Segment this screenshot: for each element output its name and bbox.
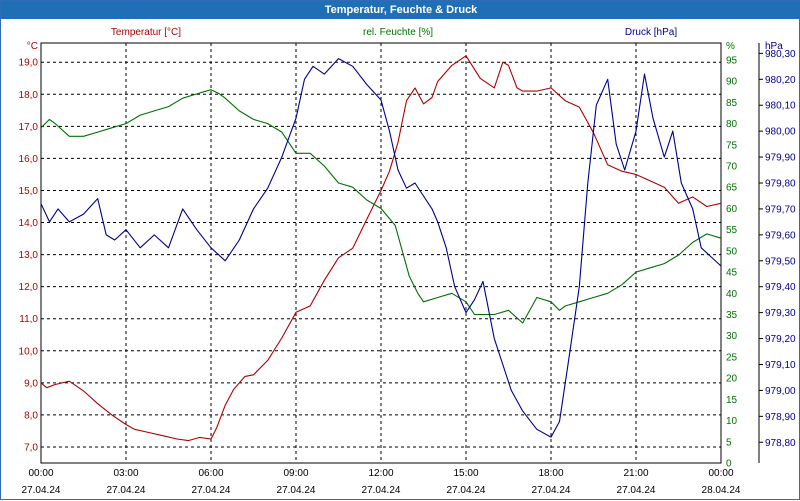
y-right-tick: 979,20 [765,334,796,345]
y-right-tick: 979,80 [765,179,796,190]
x-tick-date: 28.04.24 [702,485,741,496]
y-middle-tick: 45 [726,268,738,279]
y-left-tick: 12,0 [19,282,39,293]
y-left-tick: 14,0 [19,218,39,229]
y-middle-tick: 95 [726,55,738,66]
y-left-unit: °C [27,41,38,52]
x-tick-date: 27.04.24 [362,485,401,496]
y-middle-tick: 35 [726,310,738,321]
x-tick-time: 21:00 [623,468,648,479]
y-left-tick: 9,0 [24,378,38,389]
y-left-tick: 7,0 [24,442,38,453]
y-middle-tick: 20 [726,374,738,385]
y-right-tick: 979,50 [765,256,796,267]
y-right-tick: 979,70 [765,204,796,215]
series-line-pressure [40,58,722,438]
x-tick-date: 27.04.24 [447,485,486,496]
y-right-tick: 979,40 [765,282,796,293]
y-middle-tick: 0 [726,459,732,470]
x-tick-time: 00:00 [708,468,733,479]
chart-title: Temperatur, Feuchte & Druck [1,1,800,19]
x-tick-date: 27.04.24 [22,485,61,496]
y-right-tick: 978,90 [765,412,796,423]
y-middle-tick: 30 [726,331,738,342]
y-left-tick: 13,0 [19,250,39,261]
y-middle-tick: 75 [726,140,738,151]
y-middle-tick: 10 [726,416,738,427]
x-tick-time: 15:00 [453,468,478,479]
y-middle-tick: 70 [726,162,738,173]
y-right-tick: 979,30 [765,308,796,319]
y-right-tick: 978,80 [765,438,796,449]
x-tick-date: 27.04.24 [192,485,231,496]
legend-entry: Temperatur [°C] [111,27,181,38]
y-left-tick: 17,0 [19,122,39,133]
y-left-tick: 8,0 [24,410,38,421]
x-tick-time: 12:00 [368,468,393,479]
y-right-tick: 980,10 [765,101,796,112]
y-right-tick: 980,30 [765,49,796,60]
y-middle-tick: 85 [726,98,738,109]
x-tick-time: 03:00 [113,468,138,479]
y-middle-tick: 40 [726,289,738,300]
y-left-tick: 11,0 [19,314,38,325]
x-tick-date: 27.04.24 [617,485,656,496]
x-tick-time: 00:00 [28,468,53,479]
x-tick-date: 27.04.24 [107,485,146,496]
y-middle-tick: 65 [726,183,738,194]
y-left-tick: 18,0 [19,90,39,101]
y-middle-tick: 25 [726,352,738,363]
y-right-tick: 979,90 [765,153,796,164]
x-tick-time: 06:00 [198,468,223,479]
y-middle-tick: 90 [726,77,738,88]
y-right-tick: 980,20 [765,75,796,86]
legend-entry: rel. Feuchte [%] [363,27,433,38]
y-middle-tick: 80 [726,119,738,130]
y-middle-tick: 15 [726,395,738,406]
x-tick-date: 27.04.24 [532,485,571,496]
legend-entry: Druck [hPa] [625,27,677,38]
x-tick-time: 18:00 [538,468,563,479]
y-left-tick: 10,0 [19,346,39,357]
series-line-humidity [40,89,722,324]
y-middle-tick: 5 [726,437,732,448]
y-right-unit: hPa [765,41,783,52]
y-right-tick: 980,00 [765,127,796,138]
y-right-tick: 979,00 [765,386,796,397]
y-right-tick: 979,60 [765,230,796,241]
y-right-tick: 979,10 [765,360,796,371]
y-middle-tick: 60 [726,204,738,215]
x-tick-date: 27.04.24 [277,485,316,496]
y-middle-unit: % [726,41,735,52]
y-left-tick: 15,0 [19,186,39,197]
series-line-temperature [40,55,722,442]
y-left-tick: 16,0 [19,154,39,165]
x-tick-time: 09:00 [283,468,308,479]
y-middle-tick: 55 [726,225,738,236]
y-middle-tick: 50 [726,246,738,257]
y-left-tick: 19,0 [19,58,39,69]
